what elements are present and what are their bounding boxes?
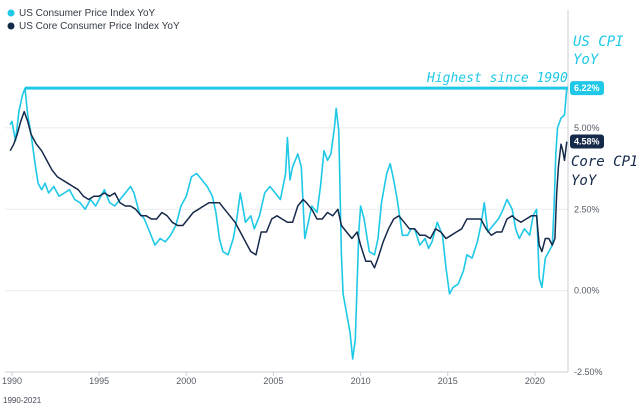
y-tick-label: -2.50% [574,367,603,377]
x-tick-label: 2000 [176,376,196,386]
x-tick-label: 2005 [263,376,283,386]
core-cpi-annotation-line1: Core CPI [571,154,636,170]
core-badge-background [570,134,604,149]
cpi-badge-background [570,81,604,96]
legend-cpi-swatch [7,9,15,17]
legend-core-swatch [7,22,15,30]
highest-since-1990-label: Highest since 1990 [426,71,568,86]
legend-core-label: US Core Consumer Price Index YoY [19,21,180,32]
legend-cpi-label: US Consumer Price Index YoY [19,8,156,19]
x-tick-label: 2015 [438,376,458,386]
legend: US Consumer Price Index YoY US Core Cons… [7,8,180,32]
y-tick-label: 2.50% [574,204,600,214]
y-tick-label: 5.00% [574,123,600,133]
x-tick-label: 1995 [89,376,109,386]
cpi-series-line [9,87,568,360]
x-tick-label: 2010 [351,376,371,386]
cpi-value-badge: 6.22% [570,81,604,96]
us-cpi-annotation-line1: US CPI [573,34,624,50]
core-cpi-annotation-line2: YoY [571,173,598,189]
series [9,87,568,360]
core-badge-value: 4.58% [574,137,600,147]
axes: 5.00% 2.50% 0.00% -2.50% 1990 1995 2000 2005 201… [2,10,603,386]
date-range-note: 1990-2021 [3,396,42,405]
y-tick-label: 0.00% [574,286,600,296]
x-tick-label: 1990 [2,376,22,386]
x-tick-label: 2020 [525,376,545,386]
us-cpi-annotation-line2: YoY [573,52,600,68]
core-value-badge: 4.58% [570,134,604,149]
core-cpi-series-line [9,110,568,269]
cpi-badge-value: 6.22% [574,83,600,93]
